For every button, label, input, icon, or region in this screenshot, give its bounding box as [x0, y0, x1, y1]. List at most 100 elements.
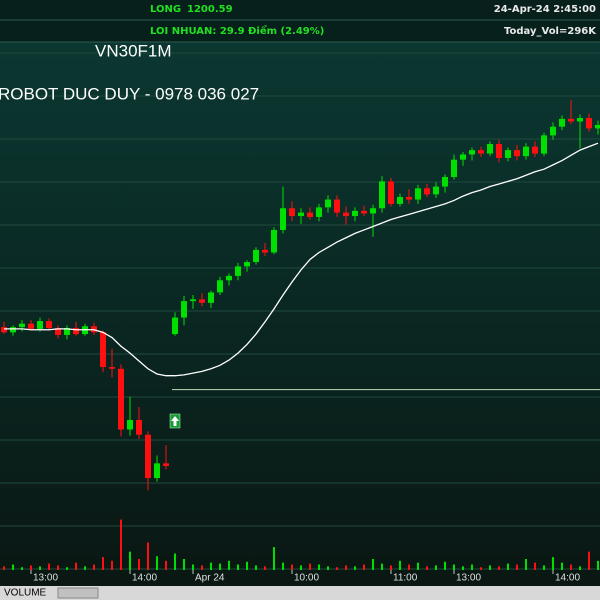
- candle-body: [73, 327, 79, 335]
- volume-bar: [570, 564, 572, 570]
- volume-bar: [426, 566, 428, 570]
- candle-body: [505, 150, 511, 158]
- candle-body: [127, 419, 133, 430]
- volume-bar: [165, 560, 167, 570]
- volume-bar: [183, 559, 185, 570]
- volume-bar: [363, 564, 365, 570]
- x-tick-label: 14:00: [555, 573, 580, 584]
- today-volume: Today_Vol=296K: [504, 26, 597, 37]
- volume-bar: [318, 564, 320, 570]
- volume-bar: [354, 566, 356, 570]
- candle-body: [397, 196, 403, 204]
- volume-bar: [84, 566, 86, 570]
- candle-body: [100, 332, 106, 368]
- candle-body: [145, 434, 151, 479]
- volume-bar: [525, 559, 527, 570]
- candle-body: [334, 199, 340, 213]
- candle-body: [514, 150, 520, 157]
- candle-body: [109, 367, 115, 369]
- candle-body: [496, 144, 502, 158]
- volume-bar: [228, 560, 230, 570]
- toolbar-icons[interactable]: [57, 587, 99, 599]
- candle-body: [199, 299, 205, 303]
- x-tick-label: 13:00: [33, 573, 58, 584]
- x-tick-label: 14:00: [132, 573, 157, 584]
- volume-bar: [381, 563, 383, 570]
- volume-bar: [345, 565, 347, 570]
- candle-body: [316, 207, 322, 217]
- candle-body: [262, 249, 268, 253]
- candle-body: [190, 299, 196, 302]
- volume-bar: [543, 565, 545, 570]
- profit: LOI NHUAN: 29.9 Điểm (2.49%): [150, 24, 324, 37]
- candle-body: [379, 181, 385, 209]
- volume-bar: [579, 566, 581, 570]
- volume-bar: [156, 556, 158, 570]
- grid: [0, 52, 600, 570]
- volume-bar: [561, 562, 563, 570]
- volume-bar: [552, 557, 554, 570]
- x-tick-label: Apr 24: [195, 573, 225, 584]
- candle-body: [370, 208, 376, 214]
- candle-body: [388, 181, 394, 204]
- candle-body: [181, 301, 187, 318]
- volume-bar: [75, 562, 77, 570]
- candle-body: [253, 249, 259, 263]
- volume-bar: [219, 563, 221, 570]
- candle-body: [478, 150, 484, 154]
- volume-bar: [300, 565, 302, 570]
- candle-body: [523, 146, 529, 157]
- volume-bar: [66, 567, 68, 570]
- volume-bar: [372, 559, 374, 570]
- candle-body: [586, 118, 592, 129]
- candle-body: [217, 280, 223, 293]
- symbol: VN30F1M: [95, 41, 172, 60]
- entry-price: 1200.59: [187, 4, 233, 15]
- candle-body: [118, 368, 124, 430]
- candle-body: [487, 144, 493, 154]
- volume-bar: [201, 565, 203, 570]
- candle-body: [64, 327, 70, 335]
- candle-body: [469, 150, 475, 155]
- candle-body: [559, 118, 565, 127]
- candle-body: [154, 463, 160, 479]
- volume-bar: [489, 565, 491, 570]
- volume-bar: [147, 542, 149, 570]
- volume-bar: [507, 563, 509, 570]
- candle-body: [451, 159, 457, 178]
- candle-body: [55, 327, 61, 335]
- volume-bar: [246, 561, 248, 570]
- volume-bar: [39, 566, 41, 570]
- candle-body: [235, 266, 241, 276]
- volume-bar: [588, 551, 590, 570]
- volume-bar: [336, 567, 338, 570]
- candle-body: [550, 126, 556, 136]
- chart-title: ROBOT DUC DUY - 0978 036 027: [0, 84, 259, 103]
- candle-body: [307, 212, 313, 217]
- candle-body: [280, 208, 286, 230]
- volume-bar: [516, 564, 518, 570]
- volume-bar: [210, 562, 212, 570]
- candle-body: [1, 327, 7, 333]
- volume-bar: [597, 560, 599, 570]
- volume-bar: [399, 560, 401, 570]
- volume-bar: [390, 565, 392, 570]
- candle-body: [19, 323, 25, 328]
- x-tick-label: 11:00: [393, 573, 418, 584]
- candle-body: [325, 199, 331, 208]
- candle-body: [28, 323, 34, 329]
- volume-bar: [273, 547, 275, 570]
- volume-bar: [93, 564, 95, 570]
- volume-bar: [174, 553, 176, 570]
- header-bar: [0, 0, 600, 42]
- candle-body: [406, 196, 412, 200]
- candle-body: [37, 321, 43, 329]
- candle-body: [577, 118, 583, 122]
- position-label: LONG: [150, 4, 181, 15]
- candle-body: [163, 463, 169, 466]
- candle-body: [595, 124, 600, 129]
- volume-bar: [3, 566, 5, 570]
- volume-bar: [291, 564, 293, 570]
- candle-body: [46, 321, 52, 328]
